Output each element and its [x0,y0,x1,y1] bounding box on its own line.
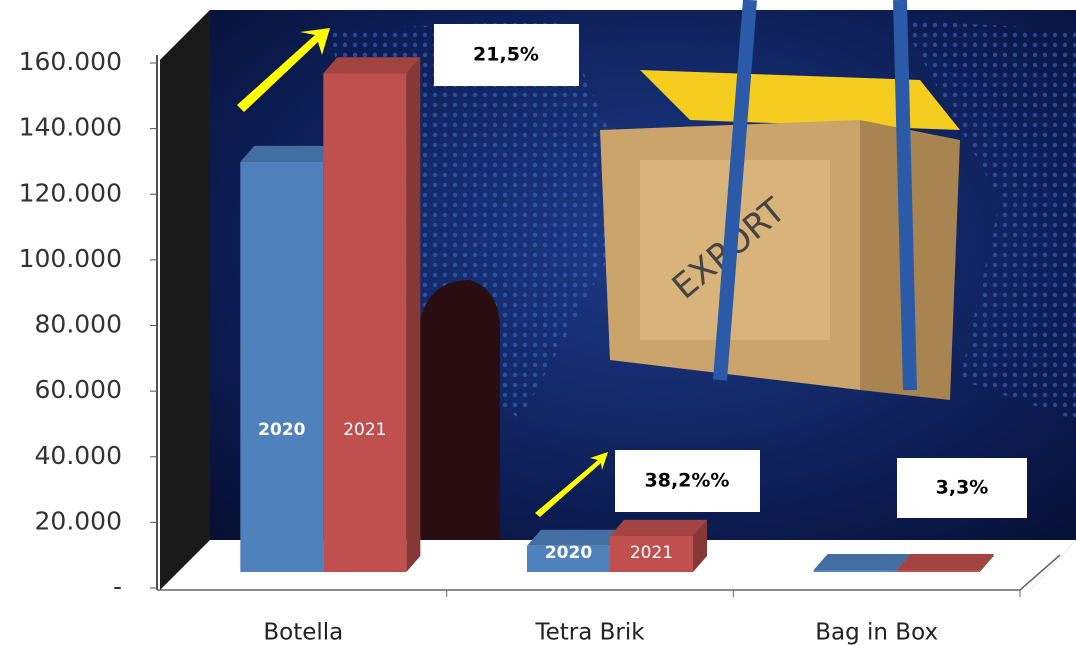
x-tick-label: Botella [263,620,343,645]
y-tick-label: 60.000 [35,375,122,404]
bar-top [610,520,707,536]
legend-label: 2021 [343,420,386,440]
legend-label: 2020 [258,420,305,440]
legend-label: 2021 [630,543,673,563]
x-tick-label: Bag in Box [815,620,938,645]
bar-side [406,57,420,572]
y-tick-label: 20.000 [35,506,122,535]
y-tick-label: - [113,572,122,601]
bar-top [323,57,420,73]
annotation: 21,5% [473,44,539,66]
y-tick-label: 120.000 [19,178,122,207]
bar-top [897,554,994,570]
x-tick-label: Tetra Brik [534,620,645,645]
y-tick-label: 80.000 [35,310,122,339]
bar-top [814,554,911,570]
y-tick-label: 100.000 [19,244,122,273]
chart: EXPORT 21,5% 38,2%% 3,3% -20.00040.00060… [0,0,1076,645]
legend-label: 2020 [545,543,592,563]
bar [323,73,406,572]
annotation: 38,2%% [645,470,730,492]
y-tick-label: 160.000 [19,47,122,76]
bar [814,570,897,572]
y-tick-label: 140.000 [19,113,122,142]
y-tick-label: 40.000 [35,441,122,470]
bar [897,570,980,572]
bar-top [240,146,337,162]
bar [240,162,323,572]
annotation: 3,3% [936,477,989,499]
